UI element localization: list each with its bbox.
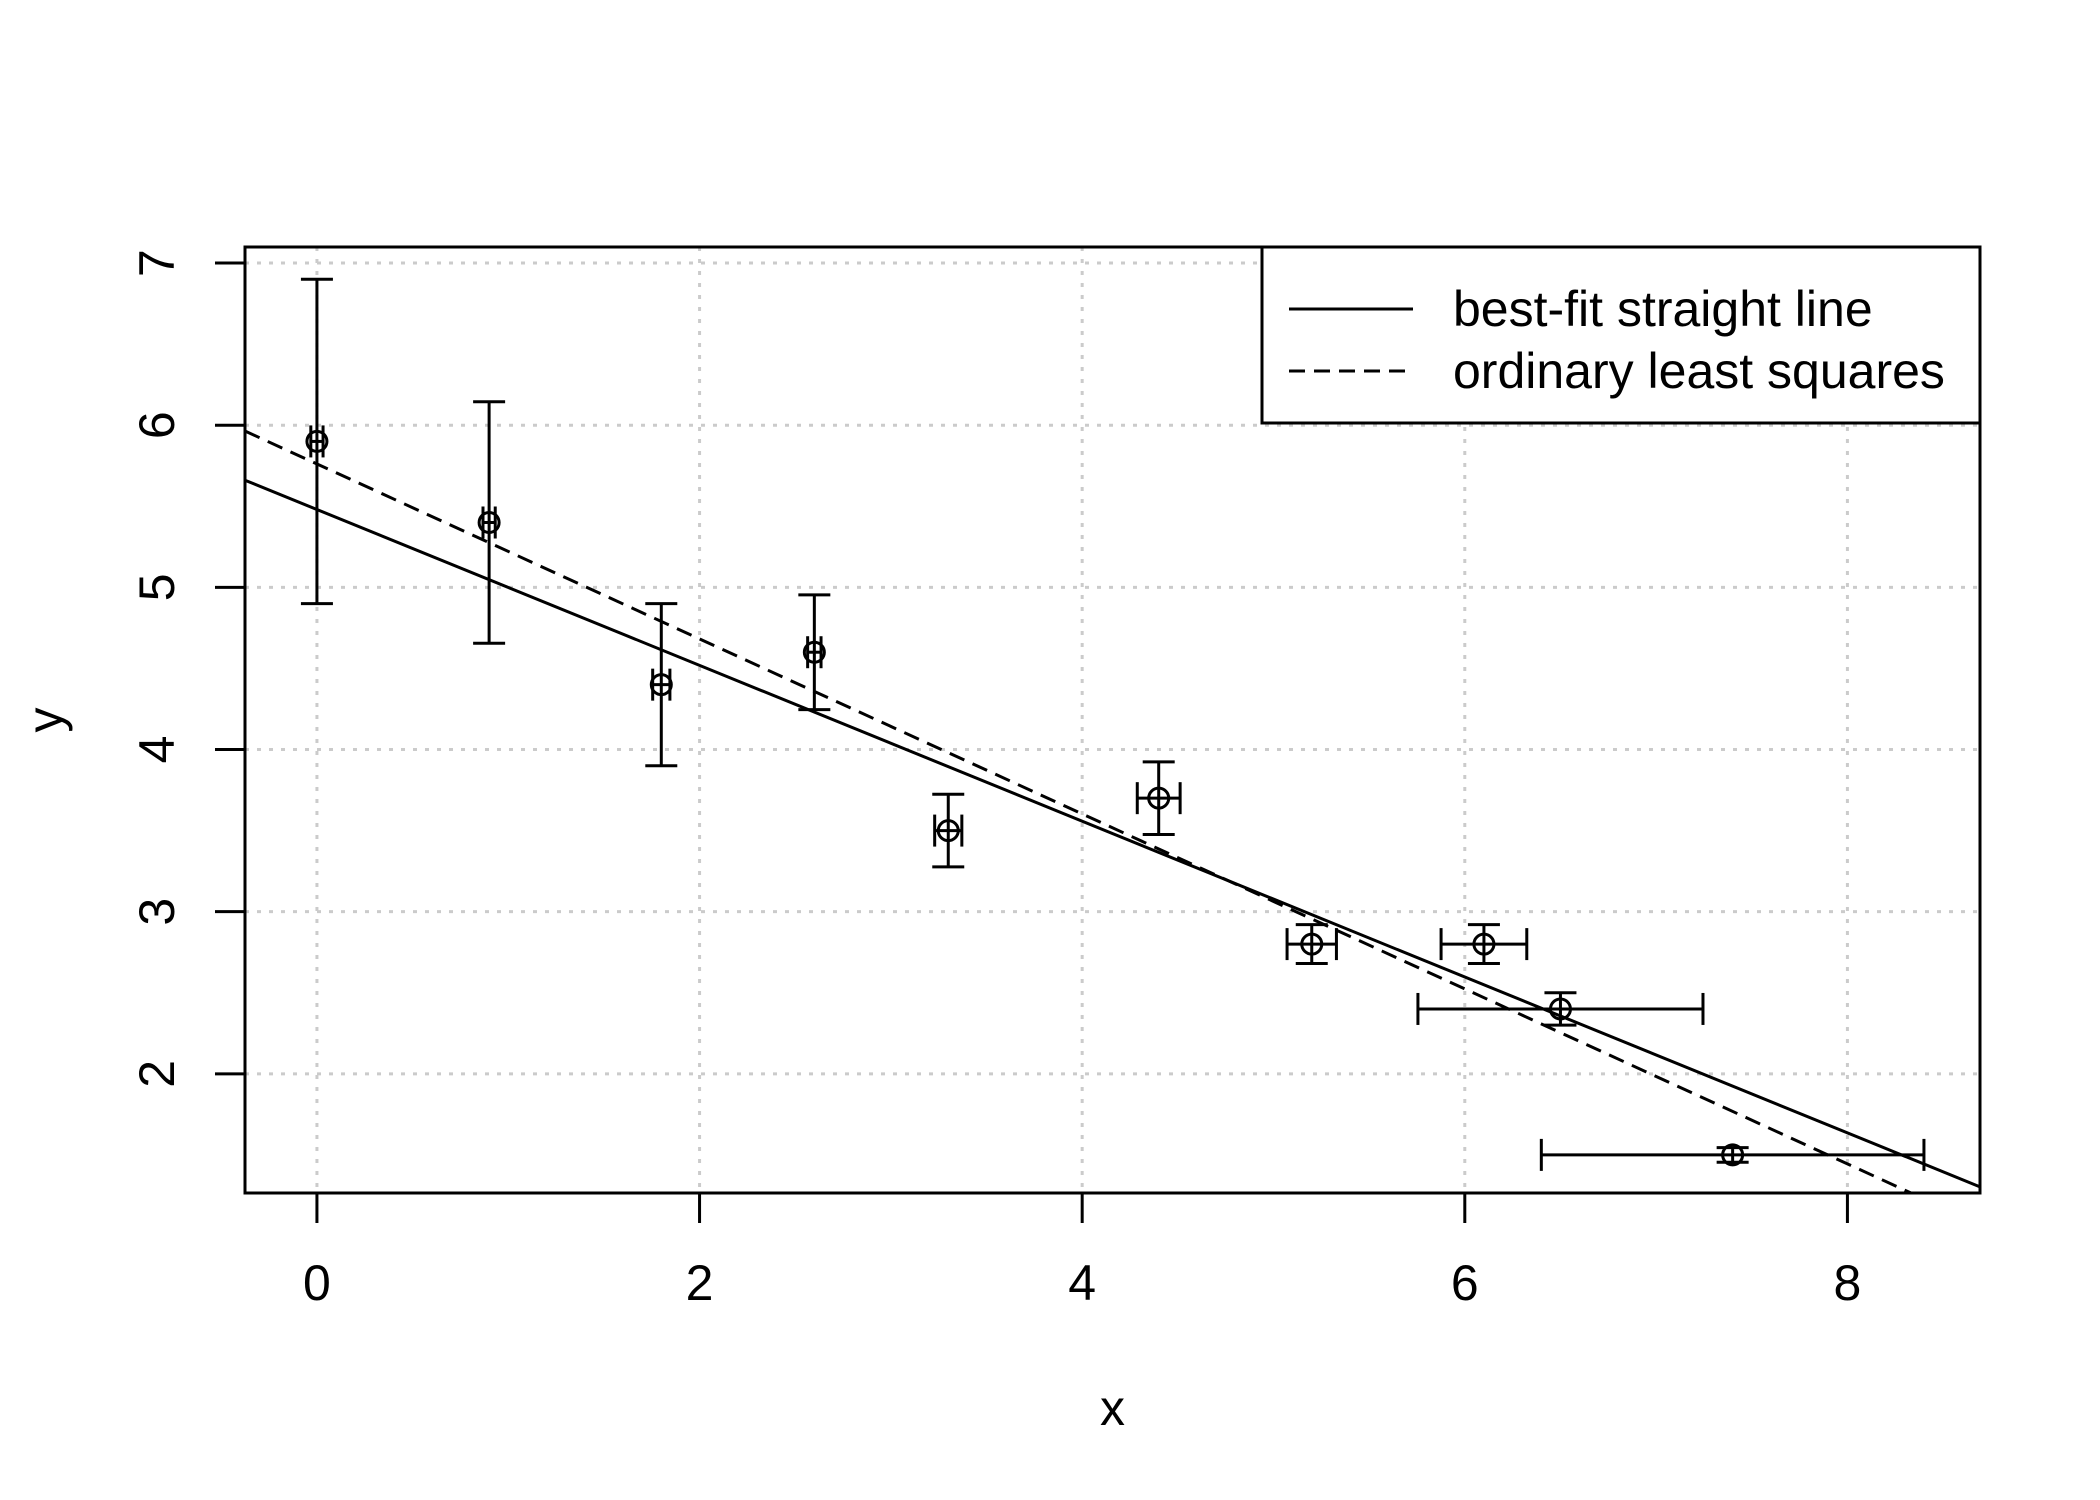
data-point xyxy=(1439,923,1529,966)
x-tick-label: 4 xyxy=(1068,1255,1096,1311)
ols-line xyxy=(244,429,1912,1195)
y-tick-label: 7 xyxy=(129,249,185,277)
y-tick-label: 2 xyxy=(129,1060,185,1088)
point-marker xyxy=(1300,932,1324,956)
data-point xyxy=(798,593,831,712)
x-tick-label: 0 xyxy=(303,1255,331,1311)
data-point xyxy=(932,792,965,869)
legend-label: ordinary least squares xyxy=(1453,343,1945,399)
x-tick-label: 6 xyxy=(1451,1255,1479,1311)
legend-box xyxy=(1260,245,1982,425)
data-point xyxy=(645,602,678,768)
y-tick-label: 6 xyxy=(129,411,185,439)
plot-border xyxy=(243,245,1982,1195)
data-point xyxy=(1285,923,1338,966)
point-marker xyxy=(936,819,960,843)
data-point xyxy=(1416,991,1705,1027)
x-tick-label: 2 xyxy=(686,1255,714,1311)
y-tick-label: 3 xyxy=(129,898,185,926)
point-marker xyxy=(477,510,501,534)
legend-label: best-fit straight line xyxy=(1453,281,1873,337)
point-marker xyxy=(802,640,826,664)
x-axis-title: x xyxy=(1100,1380,1125,1436)
data-point xyxy=(300,277,333,606)
point-marker xyxy=(649,673,673,697)
data-point xyxy=(1135,760,1182,836)
point-marker xyxy=(1472,932,1496,956)
x-axis: 0 2 4 6 8 xyxy=(303,1193,1861,1311)
y-axis-title: y xyxy=(17,708,73,733)
point-marker xyxy=(1721,1143,1745,1167)
y-tick-label: 5 xyxy=(129,573,185,601)
x-tick-label: 8 xyxy=(1834,1255,1862,1311)
legend: best-fit straight line ordinary least squ… xyxy=(1260,245,1982,425)
y-axis: 2 3 4 5 6 7 xyxy=(129,249,245,1088)
point-marker xyxy=(1147,786,1171,810)
y-tick-label: 4 xyxy=(129,736,185,764)
best-fit-line xyxy=(244,478,1981,1189)
point-marker xyxy=(305,429,329,453)
data-point xyxy=(473,400,506,645)
point-marker xyxy=(1548,997,1572,1021)
data-point xyxy=(1539,1138,1926,1171)
data-points xyxy=(300,277,1926,1171)
